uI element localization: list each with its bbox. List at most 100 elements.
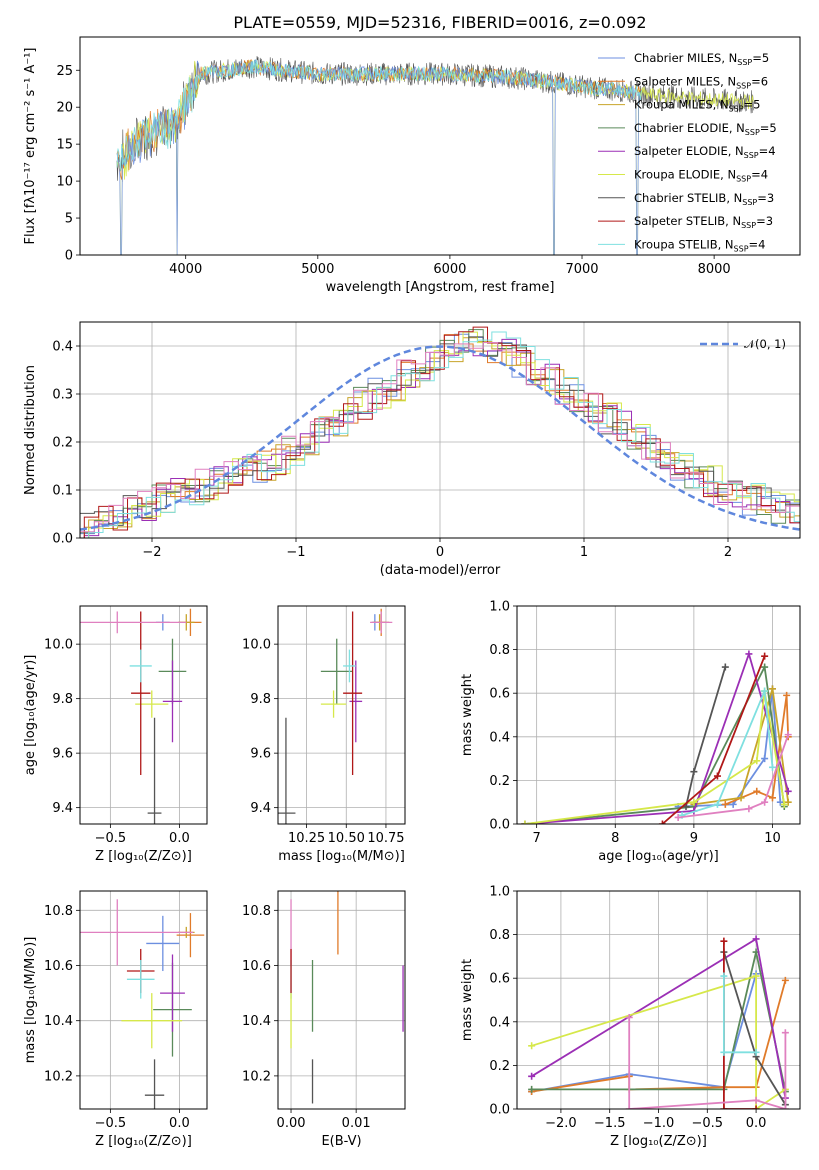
weight-marker bbox=[658, 820, 666, 824]
y-tick-label: 0.6 bbox=[489, 687, 510, 702]
weight-marker bbox=[720, 937, 728, 945]
weight-line bbox=[524, 651, 790, 824]
weight-marker bbox=[768, 685, 776, 693]
x-tick-label: −0.5 bbox=[95, 1116, 127, 1131]
weight-marker bbox=[528, 1042, 536, 1050]
weight-marker bbox=[752, 1096, 760, 1104]
x-axis-label: Z [log₁₀(Z/Z⊙)] bbox=[95, 1134, 192, 1149]
y-tick-label: 0.2 bbox=[52, 436, 73, 451]
weight-marker bbox=[528, 1072, 536, 1080]
y-tick-label: 9.4 bbox=[52, 801, 73, 816]
y-tick-label: 0.8 bbox=[489, 928, 510, 943]
mass-vs-EBV-plot bbox=[290, 891, 404, 1104]
y-tick-label: 9.8 bbox=[250, 692, 271, 707]
x-axis-label: age [log₁₀(age/yr)] bbox=[598, 849, 719, 864]
weight-marker bbox=[761, 687, 769, 695]
y-tick-label: 10.6 bbox=[242, 959, 271, 974]
weight-vs-Z-plot bbox=[528, 935, 789, 1109]
normal-curve bbox=[80, 345, 800, 531]
weight-line bbox=[531, 973, 757, 1093]
weight-line bbox=[524, 690, 786, 824]
y-axis-label: mass weight bbox=[460, 959, 475, 1041]
legend-label: Chabrier STELIB, NSSP=3 bbox=[634, 191, 774, 207]
y-tick-label: 10.0 bbox=[44, 638, 73, 653]
y-tick-label: 0.2 bbox=[489, 1059, 510, 1074]
x-axis-label: Z [log₁₀(Z/Z⊙)] bbox=[610, 1134, 707, 1149]
spectrum-line bbox=[116, 56, 755, 183]
weight-marker bbox=[720, 972, 728, 980]
x-tick-label: −0.5 bbox=[692, 1116, 724, 1131]
weight-marker bbox=[781, 1029, 789, 1037]
weight-marker bbox=[745, 805, 753, 813]
weight-marker bbox=[713, 800, 721, 808]
x-tick-label: 10.50 bbox=[328, 831, 365, 846]
weight-line bbox=[661, 655, 766, 824]
x-tick-label: 7000 bbox=[565, 262, 598, 277]
weight-marker bbox=[752, 935, 760, 943]
y-tick-label: 25 bbox=[56, 64, 73, 79]
spectrum-plot bbox=[116, 56, 755, 255]
x-tick-label: 0.0 bbox=[169, 831, 190, 846]
y-tick-label: 10.6 bbox=[44, 959, 73, 974]
x-tick-label: 10 bbox=[764, 831, 781, 846]
y-tick-label: 10.4 bbox=[44, 1014, 73, 1029]
y-tick-label: 0.0 bbox=[52, 532, 73, 547]
legend-label: Chabrier MILES, NSSP=5 bbox=[634, 51, 769, 67]
legend-label: Salpeter ELODIE, NSSP=4 bbox=[634, 144, 776, 160]
spectrum-frame bbox=[79, 36, 801, 256]
weight-line bbox=[531, 980, 787, 1093]
y-tick-label: 0.8 bbox=[489, 643, 510, 658]
weight-vs-age-plot bbox=[521, 650, 792, 824]
y-tick-label: 9.4 bbox=[250, 801, 271, 816]
weight-marker bbox=[674, 813, 682, 821]
weight-marker bbox=[768, 763, 776, 771]
y-tick-label: 0.4 bbox=[52, 340, 73, 355]
y-tick-label: 15 bbox=[56, 138, 73, 153]
y-tick-label: 1.0 bbox=[489, 885, 510, 900]
x-axis-label: E(B-V) bbox=[321, 1134, 361, 1149]
x-tick-label: −0.5 bbox=[95, 831, 127, 846]
residuals-plot bbox=[80, 326, 800, 538]
x-tick-label: −1.5 bbox=[594, 1116, 626, 1131]
legend-label: 𝒩(0, 1) bbox=[744, 337, 786, 351]
age-vs-mass-frame bbox=[277, 605, 406, 825]
y-axis-label: age [log₁₀(age/yr)] bbox=[23, 655, 38, 776]
weight-vs-Z-frame bbox=[516, 890, 801, 1110]
weight-marker bbox=[784, 731, 792, 739]
age-vs-Z-plot bbox=[80, 608, 202, 824]
weight-marker bbox=[528, 1085, 536, 1093]
mass-vs-Z-axes: −0.5 0.0 10.2 10.4 10.6 10.8 Z [log₁₀(Z/Z⊙)] ma… bbox=[23, 891, 207, 1149]
x-tick-label: 5000 bbox=[301, 262, 334, 277]
weight-marker bbox=[713, 772, 721, 780]
legend-label: Kroupa STELIB, NSSP=4 bbox=[634, 237, 765, 253]
y-tick-label: 0 bbox=[65, 249, 73, 264]
x-tick-label: 7 bbox=[533, 831, 541, 846]
weight-marker bbox=[720, 1048, 728, 1056]
x-tick-label: −1 bbox=[286, 545, 305, 560]
mass-vs-Z-frame bbox=[79, 890, 208, 1110]
legend-label: Chabrier ELODIE, NSSP=5 bbox=[634, 121, 777, 137]
weight-marker bbox=[761, 652, 769, 660]
weight-marker bbox=[625, 1013, 633, 1021]
legend-label: Kroupa ELODIE, NSSP=4 bbox=[634, 168, 768, 184]
weight-marker bbox=[780, 800, 788, 808]
y-tick-label: 0.4 bbox=[489, 730, 510, 745]
weight-marker bbox=[752, 1105, 760, 1109]
y-axis-label: Flux [fλ10⁻¹⁷ erg cm⁻² s⁻¹ A⁻¹] bbox=[23, 48, 38, 245]
weight-marker bbox=[753, 757, 761, 765]
y-axis-label: mass weight bbox=[460, 674, 475, 756]
mass-vs-EBV-frame bbox=[277, 890, 406, 1110]
age-vs-Z-frame bbox=[79, 605, 208, 825]
weight-marker bbox=[768, 794, 776, 802]
weight-marker bbox=[781, 976, 789, 984]
y-axis-label: mass [log₁₀(M/M⊙)] bbox=[23, 937, 38, 1064]
weight-marker bbox=[752, 1048, 760, 1056]
x-tick-label: −1.0 bbox=[643, 1116, 675, 1131]
histogram-series bbox=[88, 331, 800, 538]
y-tick-label: 9.6 bbox=[250, 747, 271, 762]
x-tick-label: 0.01 bbox=[342, 1116, 371, 1131]
weight-line bbox=[681, 690, 774, 817]
weight-marker bbox=[737, 794, 745, 802]
weight-line bbox=[531, 974, 786, 1109]
